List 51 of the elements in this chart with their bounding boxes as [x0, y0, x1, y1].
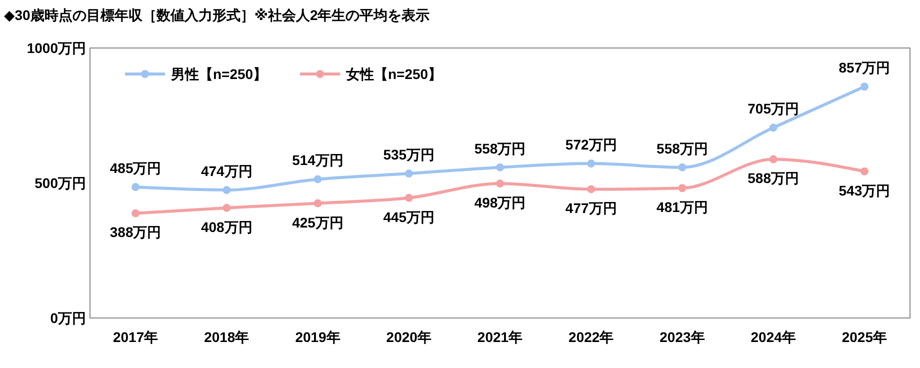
- point: [860, 82, 868, 91]
- x-tick-label: 2023年: [660, 329, 705, 345]
- data-label: 558万円: [656, 140, 708, 156]
- y-tick-label: 1000万円: [26, 40, 86, 56]
- point: [678, 163, 686, 172]
- chart-title: ◆30歳時点の目標年収［数値入力形式］※社会人2年生の平均を表示: [4, 7, 430, 23]
- legend-label: 女性【n=250】: [345, 66, 442, 82]
- x-tick-label: 2019年: [295, 329, 340, 345]
- data-label: 572万円: [565, 136, 617, 153]
- data-label: 498万円: [474, 194, 526, 211]
- data-label: 543万円: [838, 182, 890, 198]
- point: [860, 167, 868, 176]
- x-tick-label: 2022年: [568, 329, 614, 345]
- data-label: 705万円: [748, 100, 800, 117]
- point: [314, 175, 322, 184]
- data-label: 857万円: [838, 60, 890, 76]
- data-label: 481万円: [656, 199, 708, 216]
- data-label: 445万円: [383, 208, 435, 225]
- point: [587, 185, 596, 194]
- x-tick-label: 2020年: [386, 329, 432, 345]
- x-tick-label: 2017年: [112, 329, 158, 345]
- data-label: 588万円: [748, 170, 800, 186]
- legend-label: 男性【n=250】: [170, 66, 268, 82]
- point: [314, 199, 322, 208]
- x-tick-label: 2025年: [842, 329, 888, 345]
- data-label: 535万円: [383, 146, 435, 163]
- point: [404, 170, 413, 178]
- data-label: 408万円: [200, 218, 252, 235]
- data-label: 558万円: [474, 140, 526, 156]
- point: [496, 163, 504, 172]
- point: [496, 180, 504, 188]
- data-label: 514万円: [292, 152, 344, 168]
- x-tick-label: 2021年: [477, 329, 523, 345]
- point: [678, 184, 686, 192]
- y-tick-label: 500万円: [34, 174, 86, 191]
- point: [769, 155, 778, 164]
- data-label: 388万円: [110, 224, 162, 240]
- point: [769, 124, 778, 132]
- data-label: 425万円: [292, 214, 344, 230]
- x-tick-label: 2024年: [750, 329, 796, 345]
- point: [222, 186, 231, 194]
- point: [404, 194, 413, 202]
- x-tick-label: 2018年: [204, 329, 250, 345]
- data-label: 485万円: [110, 160, 162, 176]
- point: [132, 183, 140, 192]
- point: [132, 209, 140, 218]
- point: [587, 160, 596, 168]
- y-tick-label: 0万円: [50, 310, 86, 326]
- data-label: 474万円: [200, 163, 252, 180]
- data-label: 477万円: [565, 200, 617, 216]
- point: [222, 204, 231, 212]
